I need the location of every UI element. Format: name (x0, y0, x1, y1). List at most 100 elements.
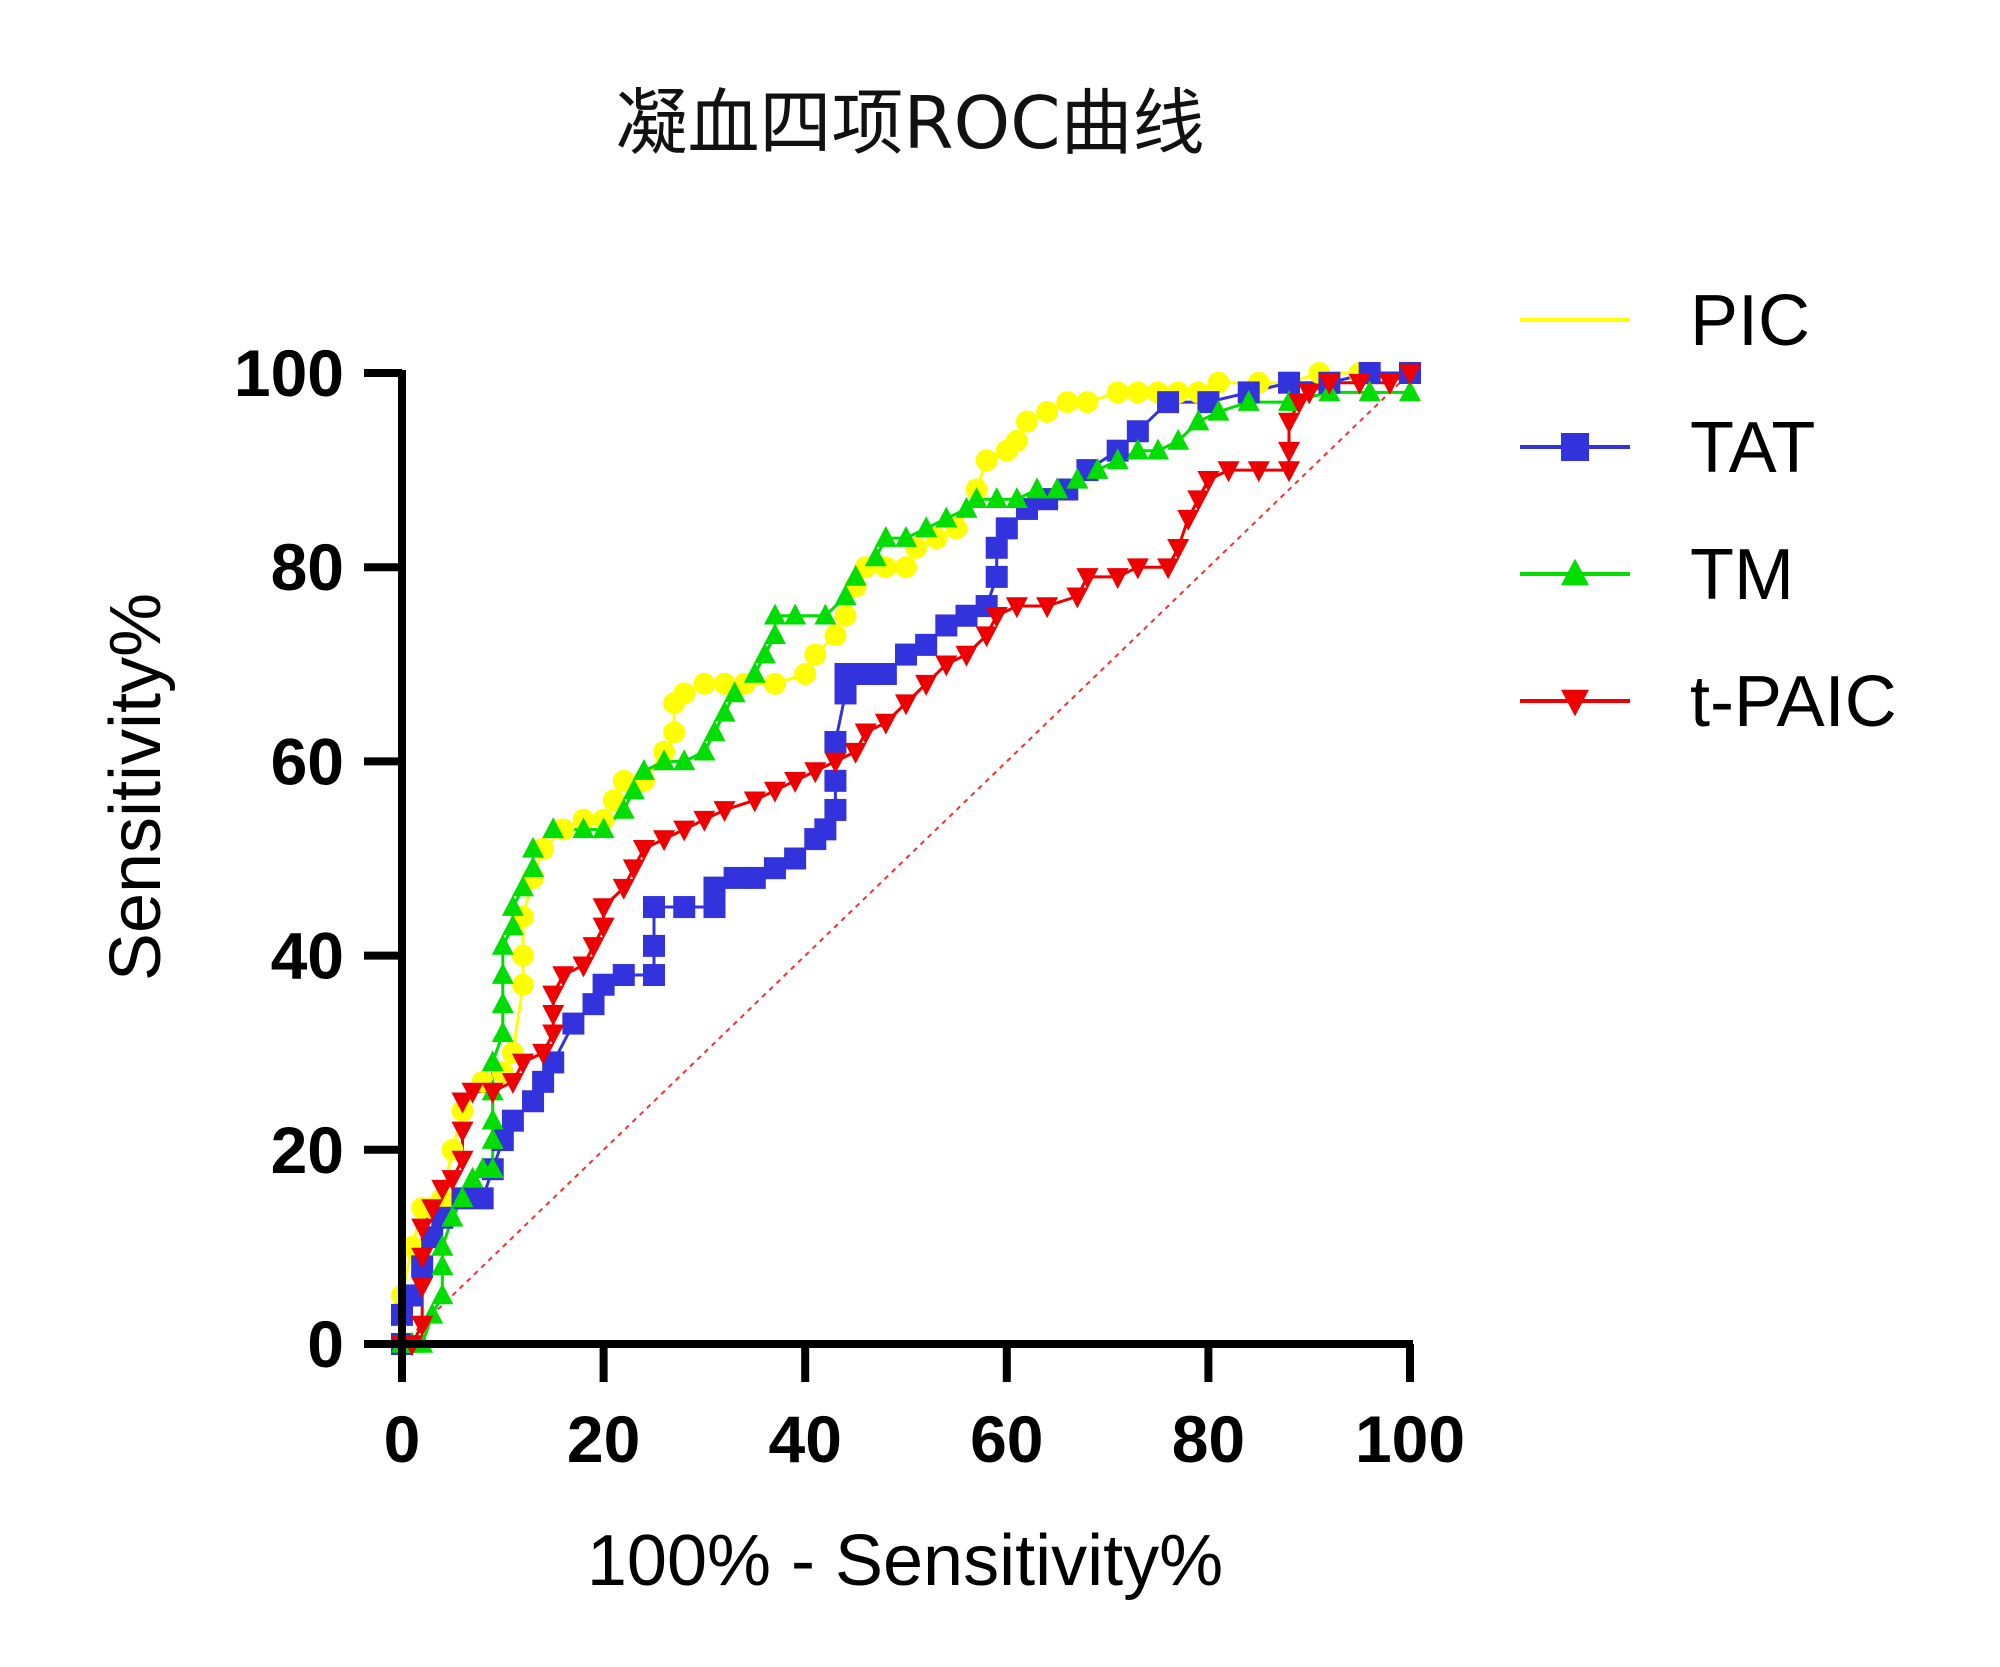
data-point-t-paic (1378, 373, 1401, 395)
data-point-tm (693, 739, 716, 761)
data-point-tm (522, 836, 545, 858)
data-point-tm (763, 603, 786, 625)
data-point-tat (673, 896, 696, 919)
data-point-t-paic (824, 752, 847, 774)
data-point-tat (643, 934, 665, 957)
data-point-t-paic (572, 956, 595, 978)
x-tick-label: 20 (567, 1402, 640, 1476)
data-point-t-paic (421, 1199, 444, 1221)
legend-marker-tm (1561, 558, 1589, 586)
data-point-t-paic (1157, 558, 1180, 580)
data-point-t-paic (874, 713, 897, 735)
data-point-t-paic (1066, 587, 1089, 609)
data-point-tm (1237, 390, 1260, 411)
data-point-pic (1126, 381, 1149, 404)
data-point-tat (401, 1284, 424, 1307)
data-point-tat (1197, 391, 1220, 414)
data-point-t-paic (1217, 461, 1240, 483)
data-point-t-paic (975, 626, 998, 648)
data-point-tm (1046, 477, 1069, 499)
data-point-tm (1106, 448, 1129, 470)
data-point-pic (713, 672, 736, 695)
data-point-tm (1005, 487, 1028, 509)
data-point-t-paic (501, 1073, 524, 1094)
data-point-t-paic (1278, 441, 1301, 463)
data-point-tm (542, 817, 565, 839)
data-point-tat (935, 614, 958, 637)
data-point-tm (1167, 428, 1190, 450)
data-point-tm (1086, 458, 1109, 479)
data-point-t-paic (532, 1043, 555, 1065)
data-point-t-paic (915, 674, 938, 696)
data-point-tm (965, 487, 988, 509)
data-point-t-paic (481, 1082, 504, 1104)
data-point-t-paic (804, 762, 827, 784)
series-line-pic (400, 371, 1410, 1344)
data-point-tm (511, 875, 534, 897)
data-point-t-paic (1298, 383, 1321, 405)
data-point-tm (653, 749, 676, 771)
data-point-tat (1126, 420, 1149, 443)
data-point-tm (431, 1254, 454, 1276)
data-point-tm (985, 487, 1008, 509)
data-point-t-paic (1187, 490, 1210, 512)
data-point-tat (501, 1109, 524, 1132)
data-point-tm (1126, 438, 1149, 460)
legend-item-t-paic: t-PAIC (1520, 662, 1897, 742)
series-markers-t-paic (391, 364, 1421, 1357)
legend-item-tat: TAT (1520, 408, 1815, 488)
x-tick-label: 100 (1355, 1402, 1465, 1476)
legend-label-t-paic: t-PAIC (1690, 662, 1897, 742)
data-point-t-paic (451, 1121, 474, 1143)
data-point-tat (562, 1012, 585, 1035)
data-point-t-paic (854, 723, 877, 745)
y-tick-label: 20 (271, 1113, 344, 1187)
data-point-tat (955, 604, 978, 627)
data-point-tat (612, 964, 635, 987)
data-point-t-paic (955, 645, 978, 667)
data-point-t-paic (1036, 597, 1059, 619)
data-point-t-paic (985, 606, 1008, 628)
data-point-tat (874, 663, 897, 686)
data-point-t-paic (1076, 568, 1099, 590)
data-point-t-paic (1126, 558, 1149, 580)
data-point-tm (481, 1157, 504, 1179)
data-point-pic (834, 604, 857, 627)
y-tick-label: 100 (234, 336, 344, 410)
y-tick-label: 0 (307, 1307, 344, 1381)
data-point-pic (975, 449, 998, 472)
data-point-pic (1207, 371, 1230, 394)
legend-label-tat: TAT (1690, 408, 1815, 488)
data-point-pic (693, 672, 716, 695)
data-point-tm (915, 516, 938, 538)
legend-item-pic: PIC (1520, 281, 1810, 361)
data-point-pic (663, 721, 686, 744)
data-point-tm (501, 914, 524, 936)
data-point-t-paic (673, 820, 696, 842)
legend-label-tm: TM (1690, 535, 1794, 615)
data-point-t-paic (441, 1170, 464, 1192)
reference-diagonal-line (401, 372, 1411, 1345)
data-point-t-paic (1348, 373, 1371, 395)
data-point-t-paic (1167, 538, 1190, 560)
data-point-tat (542, 1051, 565, 1074)
chart-title: 凝血四项ROC曲线 (616, 81, 1205, 165)
data-point-pic (804, 643, 827, 666)
x-tick-label: 60 (970, 1402, 1043, 1476)
data-point-tm (491, 1021, 514, 1043)
data-point-tat (471, 1187, 494, 1210)
data-point-tm (501, 894, 524, 916)
data-point-t-paic (632, 839, 655, 861)
data-point-tm (814, 603, 837, 625)
data-point-t-paic (411, 1218, 434, 1240)
data-point-t-paic (431, 1179, 454, 1201)
data-point-tat (582, 993, 605, 1016)
legend-label-pic: PIC (1690, 281, 1810, 361)
data-point-t-paic (653, 830, 676, 852)
data-point-tm (1207, 399, 1230, 421)
data-point-t-paic (784, 772, 807, 793)
data-point-tm (451, 1186, 474, 1208)
data-point-tm (491, 933, 514, 955)
data-point-t-paic (592, 917, 615, 939)
